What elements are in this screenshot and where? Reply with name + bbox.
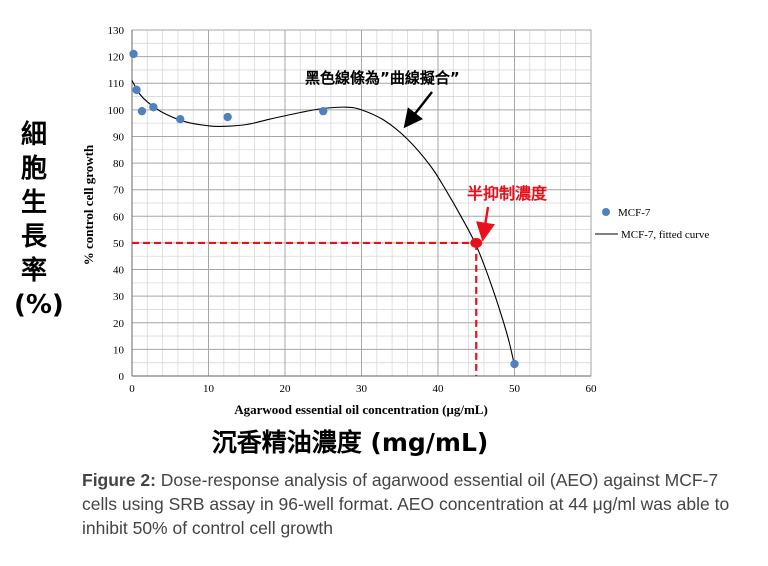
caption-text: Dose-response analysis of agarwood essen… xyxy=(82,470,730,538)
data-point-mcf7 xyxy=(223,112,232,122)
x-tick-label: 50 xyxy=(509,383,521,395)
x-tick-labels: 0 10 20 30 40 50 60 xyxy=(129,383,597,395)
curve-note-arrow xyxy=(403,91,433,129)
caption-lead: Figure 2: xyxy=(82,470,156,490)
annotation-layer xyxy=(132,91,495,376)
data-points-layer xyxy=(129,49,519,369)
y-axis-title: % control cell growth xyxy=(81,144,96,265)
legend-label-mcf7: MCF-7 xyxy=(618,207,651,219)
x-tick-label: 60 xyxy=(586,383,598,395)
curve-note: 黑色線條為”曲線擬合” xyxy=(305,69,460,87)
y-tick-labels: 0 10 20 30 40 50 60 70 80 90 100 110 120 130 xyxy=(108,25,125,383)
x-axis-title: Agarwood essential oil concentration (μg… xyxy=(234,402,488,417)
y-tick-label: 20 xyxy=(113,318,125,330)
data-point-mcf7 xyxy=(175,114,185,124)
ic50-arrow xyxy=(476,206,495,242)
y-tick-label: 50 xyxy=(113,238,125,250)
y-tick-label: 70 xyxy=(113,185,125,197)
data-point-mcf7 xyxy=(149,102,158,112)
y-tick-label: 120 xyxy=(108,52,125,64)
axes xyxy=(131,30,591,377)
y-tick-label: 10 xyxy=(113,344,125,356)
legend: MCF-7 MCF-7, fitted curve xyxy=(595,207,709,241)
ic50-label: 半抑制濃度 xyxy=(467,184,548,203)
data-point-mcf7 xyxy=(132,85,141,95)
x-tick-label: 20 xyxy=(280,383,292,395)
y-tick-label: 0 xyxy=(119,371,125,383)
y-tick-label: 110 xyxy=(108,78,125,90)
legend-marker-mcf7 xyxy=(602,208,610,216)
ic50-marker xyxy=(470,237,483,248)
zh-x-axis-label: 沉香精油濃度 (mg/mL) xyxy=(211,428,489,457)
y-tick-label: 100 xyxy=(108,105,125,117)
y-tick-label: 60 xyxy=(113,211,125,223)
x-tick-label: 40 xyxy=(433,383,445,395)
figure-caption: Figure 2: Dose-response analysis of agar… xyxy=(82,468,742,540)
x-tick-label: 10 xyxy=(203,383,215,395)
grid-major xyxy=(131,29,592,377)
x-tick-label: 30 xyxy=(356,383,368,395)
x-tick-label: 0 xyxy=(129,383,135,395)
fitted-curve xyxy=(131,80,516,366)
data-point-mcf7 xyxy=(129,49,138,59)
fitted-curve-layer xyxy=(131,80,516,366)
y-tick-label: 90 xyxy=(113,131,125,143)
legend-label-fitted: MCF-7, fitted curve xyxy=(621,229,709,241)
data-point-mcf7 xyxy=(137,106,147,116)
data-point-mcf7 xyxy=(319,106,328,116)
y-tick-label: 40 xyxy=(113,265,125,277)
data-point-mcf7 xyxy=(510,359,519,369)
y-tick-label: 130 xyxy=(108,25,125,37)
y-tick-label: 30 xyxy=(113,291,125,303)
zh-y-axis-label: 細 胞 生 長 率 (%) xyxy=(14,120,64,320)
y-tick-label: 80 xyxy=(113,158,125,170)
